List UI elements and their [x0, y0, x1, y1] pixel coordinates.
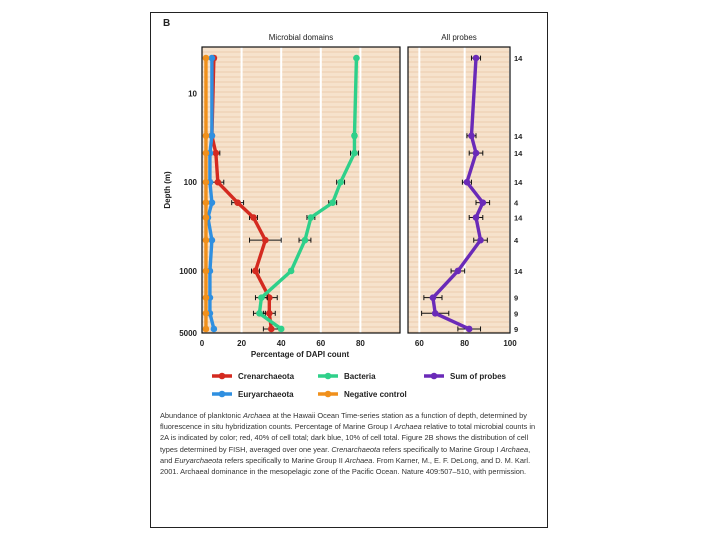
legend: Crenarchaeota Bacteria Sum of probes Euryar… — [212, 372, 507, 399]
data-point-bacteria — [301, 236, 309, 244]
data-point-negative-control — [202, 178, 210, 186]
data-point-bacteria — [351, 132, 358, 140]
data-point-euryarchaeota — [208, 236, 216, 244]
data-point-euryarchaeota — [208, 199, 216, 206]
data-point-sum-of-probes — [465, 325, 473, 333]
legend-swatch-marker — [430, 372, 438, 380]
data-point-crenarchaeota — [214, 178, 222, 186]
data-point-crenarchaeota — [262, 236, 269, 244]
axes: Microbial domains 0 20 40 60 80 All probes 60 80… — [163, 33, 523, 359]
data-point-bacteria — [287, 267, 295, 275]
data-point-crenarchaeota — [252, 267, 259, 275]
x-tick-label: 60 — [316, 339, 325, 348]
y-tick-label: 5000 — [179, 329, 197, 338]
plot-background — [408, 47, 510, 333]
y-axis-title: Depth (m) — [163, 171, 172, 209]
plot-backgrounds — [202, 47, 510, 333]
legend-swatch-marker — [218, 372, 226, 380]
data-point-crenarchaeota — [212, 149, 220, 157]
sample-count-label: 4 — [514, 236, 519, 245]
data-point-crenarchaeota — [234, 199, 241, 206]
data-point-euryarchaeota — [210, 325, 218, 333]
legend-label: Euryarchaeota — [238, 390, 294, 399]
plot-frame — [201, 46, 401, 334]
data-point-bacteria — [337, 178, 344, 186]
legend-swatch-marker — [324, 390, 332, 398]
y-tick-label: 10 — [188, 89, 197, 98]
figure-caption: Abundance of planktonic Archaea at the H… — [160, 411, 536, 477]
sample-count-label: 9 — [514, 309, 518, 318]
data-point-negative-control — [202, 199, 210, 206]
data-point-negative-control — [202, 310, 210, 317]
panel-title: Microbial domains — [269, 33, 333, 42]
data-point-sum-of-probes — [468, 132, 475, 140]
sample-count-label: 14 — [514, 214, 523, 223]
x-tick-label: 80 — [356, 339, 365, 348]
data-point-negative-control — [202, 54, 210, 62]
x-tick-label: 20 — [237, 339, 246, 348]
legend-label: Bacteria — [344, 372, 376, 381]
sample-count-label: 9 — [514, 294, 518, 303]
x-tick-label: 100 — [503, 339, 517, 348]
sample-count-label: 14 — [514, 149, 523, 158]
data-point-euryarchaeota — [208, 54, 216, 62]
series — [202, 54, 491, 333]
data-point-sum-of-probes — [472, 214, 480, 221]
legend-swatch-marker — [324, 372, 332, 380]
data-point-sum-of-probes — [431, 310, 439, 317]
x-tick-label: 80 — [460, 339, 469, 348]
data-point-sum-of-probes — [454, 267, 462, 275]
x-axis-title: Percentage of DAPI count — [251, 350, 350, 359]
data-point-sum-of-probes — [472, 54, 480, 62]
data-point-sum-of-probes — [479, 199, 487, 206]
data-point-crenarchaeota — [250, 214, 257, 221]
data-point-bacteria — [307, 214, 315, 221]
data-point-sum-of-probes — [472, 149, 480, 157]
data-point-bacteria — [277, 325, 285, 333]
data-point-negative-control — [202, 214, 210, 221]
data-point-negative-control — [202, 149, 210, 157]
plot-frame — [407, 46, 511, 334]
data-point-negative-control — [202, 325, 210, 333]
data-point-euryarchaeota — [208, 132, 216, 140]
sample-count-label: 14 — [514, 267, 523, 276]
sample-count-label: 9 — [514, 325, 518, 334]
data-point-negative-control — [202, 267, 210, 275]
panel-label: B — [163, 18, 170, 29]
legend-label: Negative control — [344, 390, 407, 399]
legend-swatch-marker — [218, 390, 226, 398]
y-tick-label: 1000 — [179, 267, 197, 276]
sample-count-label: 14 — [514, 178, 523, 187]
data-point-crenarchaeota — [268, 325, 275, 333]
data-point-bacteria — [329, 199, 336, 206]
sample-count-label: 4 — [514, 199, 519, 208]
data-point-bacteria — [353, 54, 360, 62]
data-point-sum-of-probes — [463, 178, 471, 186]
legend-label: Crenarchaeota — [238, 372, 295, 381]
x-tick-label: 40 — [277, 339, 286, 348]
data-point-bacteria — [258, 294, 265, 301]
data-point-negative-control — [202, 132, 210, 140]
legend-label: Sum of probes — [450, 372, 507, 381]
data-point-crenarchaeota — [266, 310, 273, 317]
data-point-bacteria — [351, 149, 358, 157]
data-point-negative-control — [202, 294, 210, 301]
y-tick-label: 100 — [184, 178, 198, 187]
sample-count-label: 14 — [514, 54, 523, 63]
panel-title: All probes — [441, 33, 477, 42]
data-point-negative-control — [202, 236, 210, 244]
data-point-bacteria — [256, 310, 263, 317]
data-point-sum-of-probes — [477, 236, 484, 244]
data-point-sum-of-probes — [429, 294, 437, 301]
plot-background — [202, 47, 400, 333]
x-tick-label: 0 — [200, 339, 205, 348]
sample-count-label: 14 — [514, 132, 523, 141]
x-tick-label: 60 — [415, 339, 424, 348]
